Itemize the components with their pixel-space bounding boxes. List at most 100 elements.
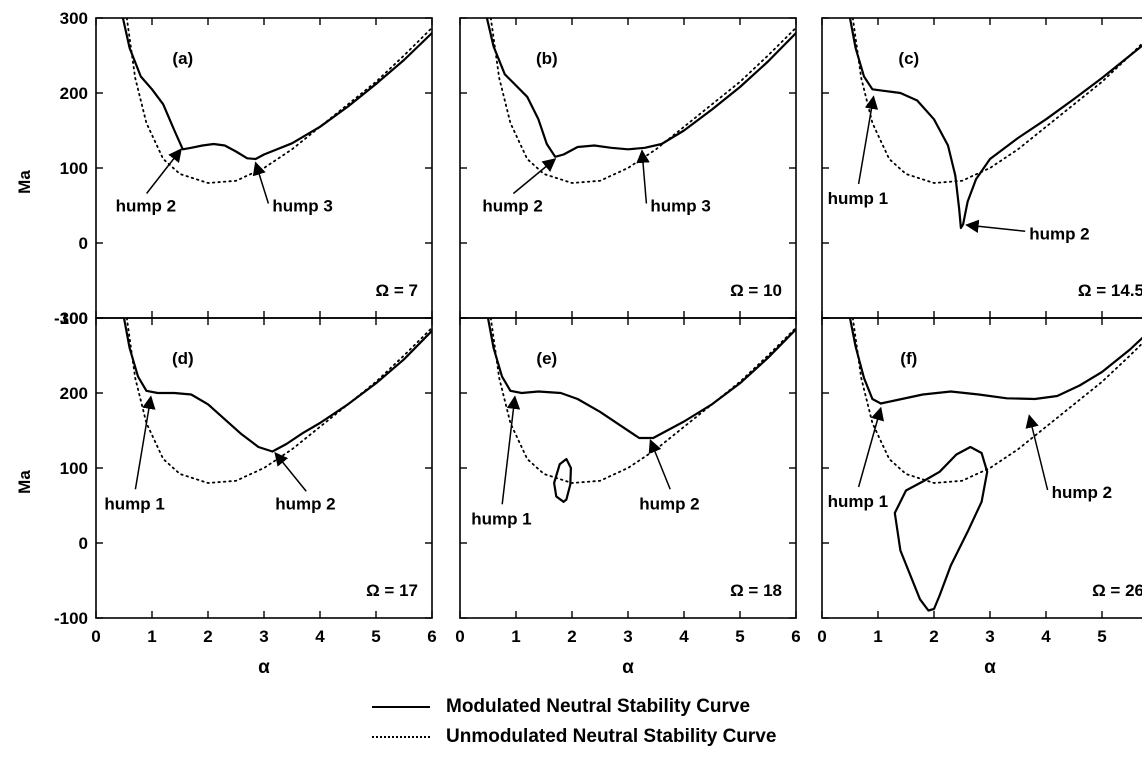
panel-label: (d): [172, 349, 194, 368]
annotation-label: hump 2: [1052, 483, 1112, 502]
unmodulated-curve: [851, 18, 1142, 184]
annotation-arrow: [636, 149, 650, 204]
y-tick-label: 0: [79, 234, 88, 253]
annotation-arrow: [648, 438, 671, 490]
annotation-label: hump 3: [272, 197, 332, 216]
x-axis-label: α: [258, 657, 270, 678]
y-tick-label: 300: [60, 9, 88, 28]
annotation-label: hump 1: [828, 189, 888, 208]
modulated-curve: [121, 18, 432, 161]
legend: Modulated Neutral Stability Curve Unmodu…: [372, 692, 776, 752]
x-tick-label: 6: [791, 627, 800, 646]
plot-frame: [95, 17, 433, 319]
annotation-label: hump 2: [639, 494, 699, 513]
plot-frame: [459, 317, 797, 619]
annotation-arrow: [512, 158, 557, 195]
unmodulated-curve: [851, 318, 1142, 484]
annotation-label: hump 2: [482, 197, 542, 216]
curves: [848, 18, 1142, 230]
omega-label: Ω = 17: [366, 581, 418, 600]
annotation-arrow: [965, 219, 1026, 233]
x-tick-label: 2: [929, 627, 938, 646]
panel-b: (b) Ω = 10 hump 2 hump 3: [459, 17, 797, 319]
y-tick-label: 200: [60, 384, 88, 403]
modulated-curve: [552, 457, 573, 503]
x-tick-label: 5: [1097, 627, 1106, 646]
x-tick-label: 1: [873, 627, 882, 646]
panel-label: (f): [900, 349, 917, 368]
annotation-arrow: [274, 451, 307, 492]
panel-e: 0 1 2 3 4 5 6 α (e) Ω = 18 hump 1 hump 2: [455, 317, 801, 678]
panel-c: (c) Ω = 14.5 hump 1 hump 2: [821, 17, 1142, 319]
y-tick-label: -100: [54, 609, 88, 628]
x-tick-label: 5: [371, 627, 380, 646]
y-tick-label: 300: [60, 309, 88, 328]
legend-entry-unmodulated: Unmodulated Neutral Stability Curve: [372, 722, 776, 752]
modulated-curve: [485, 18, 796, 158]
omega-label: Ω = 10: [730, 281, 782, 300]
legend-entry-modulated: Modulated Neutral Stability Curve: [372, 692, 776, 722]
unmodulated-curve: [125, 18, 432, 184]
y-tick-label: 200: [60, 84, 88, 103]
curves: [848, 318, 1142, 612]
plot-frame: [821, 317, 1142, 619]
legend-swatch-solid: [372, 706, 430, 708]
x-tick-label: 1: [511, 627, 520, 646]
x-tick-label: 2: [203, 627, 212, 646]
unmodulated-curve: [489, 318, 796, 484]
panel-label: (c): [898, 49, 919, 68]
curves: [121, 18, 432, 184]
plot-frame: [459, 17, 797, 319]
annotation-label: hump 2: [275, 494, 335, 513]
annotation-arrow: [134, 395, 156, 490]
omega-label: Ω = 18: [730, 581, 782, 600]
curves: [485, 18, 796, 184]
x-tick-label: 4: [679, 627, 689, 646]
x-tick-label: 3: [259, 627, 268, 646]
annotation-arrow: [501, 395, 521, 505]
annotation-arrow: [857, 406, 885, 488]
legend-label-modulated: Modulated Neutral Stability Curve: [446, 696, 751, 717]
panel-a: -100 0 100 200 300 Ma (a) Ω = 7 hump 2 hump 3: [15, 9, 433, 328]
x-tick-label: 1: [147, 627, 156, 646]
x-tick-label: 3: [623, 627, 632, 646]
x-tick-label: 0: [817, 627, 826, 646]
omega-label: Ω = 7: [376, 281, 418, 300]
annotation-label: hump 2: [1029, 224, 1089, 243]
curves: [122, 318, 432, 484]
curves: [486, 318, 796, 503]
y-tick-label: -100: [54, 309, 88, 328]
x-tick-label: 5: [735, 627, 744, 646]
modulated-curve: [893, 445, 989, 612]
y-axis-label: Ma: [15, 170, 34, 194]
x-tick-label: 0: [91, 627, 100, 646]
panel-label: (b): [536, 49, 558, 68]
x-tick-label: 3: [985, 627, 994, 646]
y-tick-label: 0: [79, 534, 88, 553]
y-tick-label: 100: [60, 459, 88, 478]
plot-frame: [95, 317, 433, 619]
annotation-arrow: [1025, 414, 1049, 491]
x-tick-label: 4: [1041, 627, 1051, 646]
omega-label: Ω = 14.5: [1078, 281, 1142, 300]
y-axis-label: Ma: [15, 470, 34, 494]
legend-label-unmodulated: Unmodulated Neutral Stability Curve: [446, 726, 777, 747]
x-tick-label: 2: [567, 627, 576, 646]
annotation-arrow: [146, 148, 182, 194]
legend-swatch-dotted: [372, 736, 430, 738]
panel-label: (e): [536, 349, 557, 368]
x-tick-label: 4: [315, 627, 325, 646]
unmodulated-curve: [489, 18, 796, 184]
annotation-label: hump 1: [828, 492, 888, 511]
modulated-curve: [848, 18, 1142, 230]
annotation-arrow: [252, 161, 270, 204]
y-tick-label: 100: [60, 159, 88, 178]
annotation-label: hump 3: [650, 197, 710, 216]
x-tick-label: 6: [427, 627, 436, 646]
x-axis-label: α: [622, 657, 634, 678]
annotation-label: hump 1: [471, 509, 531, 528]
